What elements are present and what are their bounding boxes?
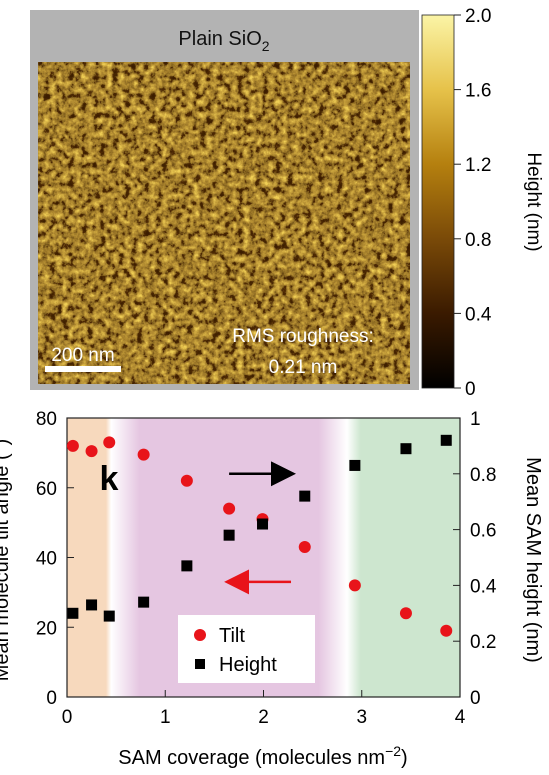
height-point xyxy=(86,599,98,611)
panel-letter: k xyxy=(100,460,119,498)
tilt-point xyxy=(85,445,98,458)
colorbar-tick-label: 2.0 xyxy=(465,6,491,27)
height-point xyxy=(138,596,150,608)
x-tick-label: 3 xyxy=(356,707,367,728)
height-point xyxy=(440,434,452,446)
y-axis-right-label: Mean SAM height (nm) xyxy=(522,457,544,663)
height-point xyxy=(181,560,193,572)
height-point xyxy=(257,518,269,530)
y-axis-left: 0 20 40 60 80 xyxy=(36,409,74,709)
height-point xyxy=(400,443,412,455)
afm-panel: Plain SiO2 200 nm RMS roughness: 0.21 nm xyxy=(30,10,419,390)
afm-image-texture xyxy=(38,62,410,384)
y-left-tick-label: 60 xyxy=(36,479,57,500)
y-left-tick-label: 20 xyxy=(36,618,57,639)
data-series xyxy=(66,434,453,637)
colorbar-tick-label: 0.8 xyxy=(465,230,491,251)
x-axis: 0 1 2 3 4 xyxy=(62,690,466,728)
y-right-tick-label: 0.4 xyxy=(470,576,497,597)
tilt-point xyxy=(440,624,453,637)
tilt-point xyxy=(399,607,412,620)
y-right-tick-label: 0.6 xyxy=(470,521,496,542)
y-right-tick-label: 0.2 xyxy=(470,632,496,653)
scale-bar xyxy=(45,366,121,372)
legend-box xyxy=(178,615,315,683)
legend: Tilt Height xyxy=(178,615,315,683)
rms-roughness-value: 0.21 nm xyxy=(269,357,338,378)
y-left-tick-label: 80 xyxy=(36,409,57,430)
colorbar-ticks: 2.0 1.6 1.2 0.8 0.4 0 xyxy=(454,6,492,400)
colorbar-tick-label: 0.4 xyxy=(465,304,492,325)
legend-height-label: Height xyxy=(219,654,277,676)
afm-title: Plain SiO2 xyxy=(178,28,269,54)
height-point xyxy=(103,610,115,622)
rms-roughness-label: RMS roughness: xyxy=(232,326,374,347)
tilt-point xyxy=(137,448,150,461)
tilt-point xyxy=(103,436,116,449)
tilt-point xyxy=(348,579,361,592)
legend-tilt-label: Tilt xyxy=(219,625,245,647)
y-right-tick-label: 1 xyxy=(470,409,481,430)
x-tick-label: 0 xyxy=(62,707,73,728)
height-point xyxy=(299,490,311,502)
tilt-point xyxy=(66,439,79,452)
y-axis-right: 0 0.2 0.4 0.6 0.8 1 xyxy=(453,409,497,709)
y-left-tick-label: 0 xyxy=(46,688,57,709)
chart: 0 1 2 3 4 0 20 40 60 80 0 0.2 0.4 0.6 0.8 1 k Tilt He… xyxy=(0,409,544,769)
colorbar-label: Height (nm) xyxy=(523,152,544,251)
colorbar-gradient xyxy=(421,14,455,389)
x-tick-label: 2 xyxy=(258,707,269,728)
y-left-tick-label: 40 xyxy=(36,549,57,570)
coverage-region xyxy=(347,418,460,697)
legend-height-marker xyxy=(195,659,205,669)
height-point xyxy=(67,607,79,619)
y-right-tick-label: 0.8 xyxy=(470,465,496,486)
y-axis-left-label: Mean molecule tilt angle (°) xyxy=(0,439,13,682)
scale-bar-label: 200 nm xyxy=(51,345,114,366)
y-right-tick-label: 0 xyxy=(470,688,481,709)
coverage-region xyxy=(67,418,112,697)
x-tick-label: 4 xyxy=(455,707,466,728)
height-point xyxy=(349,459,361,471)
tilt-point xyxy=(180,474,193,487)
height-point xyxy=(223,529,235,541)
colorbar-tick-label: 0 xyxy=(465,379,476,400)
tilt-point xyxy=(223,502,236,515)
tilt-point xyxy=(298,541,311,554)
colorbar: 2.0 1.6 1.2 0.8 0.4 0 Height (nm) xyxy=(421,6,544,400)
x-axis-label: SAM coverage (molecules nm−2) xyxy=(118,743,407,769)
direction-arrows xyxy=(224,461,297,595)
x-tick-label: 1 xyxy=(160,707,171,728)
colorbar-tick-label: 1.2 xyxy=(465,155,491,176)
legend-tilt-marker xyxy=(194,629,206,641)
colorbar-tick-label: 1.6 xyxy=(465,81,491,102)
